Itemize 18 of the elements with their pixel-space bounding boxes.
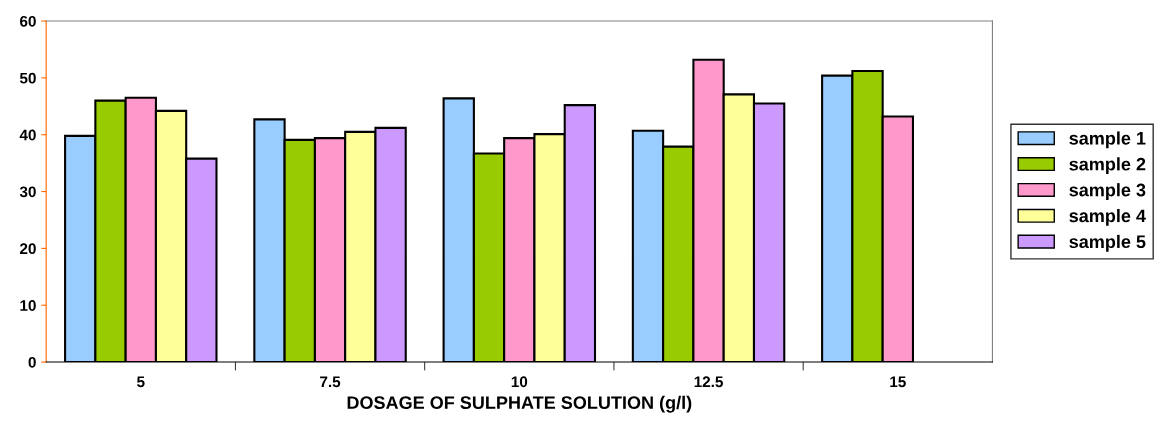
x-tick-label: 15: [890, 376, 906, 388]
y-tick-label: 60: [20, 15, 36, 27]
y-tick-label: 0: [28, 356, 36, 368]
legend-label: sample 5: [1069, 234, 1146, 252]
legend-label: sample 1: [1069, 131, 1146, 149]
y-tick-label: 40: [19, 129, 36, 141]
x-axis-title: DOSAGE OF SULPHATE SOLUTION (g/l): [347, 395, 692, 413]
x-tick-label: 5: [137, 376, 145, 388]
legend-label: sample 2: [1069, 157, 1146, 175]
x-tick-label: 10: [511, 376, 528, 388]
x-tick-label: 12.5: [694, 376, 723, 388]
legend-label: sample 3: [1069, 183, 1146, 200]
y-tick-label: 20: [19, 243, 36, 255]
x-tick-label: 7.5: [320, 376, 341, 388]
y-tick-label: 10: [20, 300, 36, 311]
y-tick-label: 30: [19, 186, 36, 198]
y-tick-label: 50: [19, 72, 36, 84]
legend-label: sample 4: [1069, 209, 1146, 226]
